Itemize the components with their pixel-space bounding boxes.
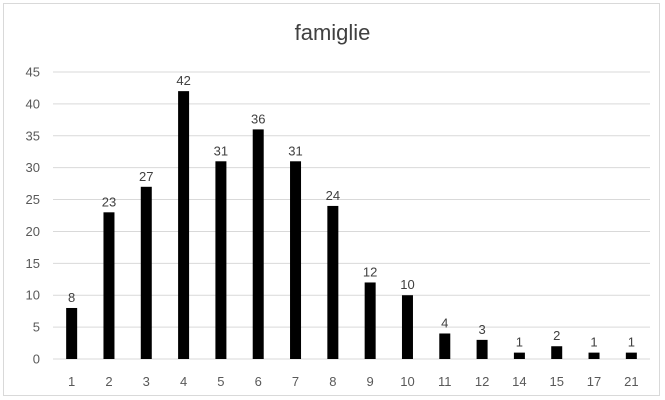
bar (588, 352, 600, 359)
x-tick-label: 2 (105, 374, 112, 389)
x-tick-label: 14 (512, 374, 526, 389)
x-tick-label: 4 (180, 374, 187, 389)
data-label: 1 (516, 335, 523, 350)
y-tick-label: 30 (26, 160, 40, 175)
x-tick-label: 1 (68, 374, 75, 389)
bar (178, 91, 190, 359)
bar (401, 295, 413, 359)
data-label: 10 (400, 277, 414, 292)
bar (66, 307, 78, 359)
data-label: 2 (553, 328, 560, 343)
x-tick-label: 9 (367, 374, 374, 389)
bar (513, 352, 525, 359)
data-label: 31 (288, 143, 302, 158)
bar (252, 129, 264, 359)
data-label: 3 (478, 322, 485, 337)
data-label: 8 (68, 290, 75, 305)
data-label: 24 (326, 188, 340, 203)
x-tick-label: 21 (624, 374, 638, 389)
data-label: 4 (441, 315, 448, 330)
data-label: 12 (363, 264, 377, 279)
x-tick-label: 11 (438, 374, 452, 389)
bar (364, 282, 376, 359)
y-tick-label: 5 (33, 320, 40, 335)
data-label: 23 (102, 194, 116, 209)
gridlines (53, 71, 650, 360)
x-tick-label: 10 (400, 374, 414, 389)
x-axis-tick-labels: 1 2 3 4 5 6 7 8 9 10 11 12 14 15 17 21 (68, 374, 639, 389)
x-tick-label: 17 (587, 374, 601, 389)
bar (625, 352, 637, 359)
y-tick-label: 25 (26, 192, 40, 207)
x-tick-label: 8 (329, 374, 336, 389)
x-tick-label: 3 (143, 374, 150, 389)
bar (327, 205, 339, 359)
x-tick-label: 12 (475, 374, 489, 389)
bar (140, 186, 152, 359)
chart-title: famiglie (294, 20, 371, 45)
y-tick-label: 40 (26, 96, 40, 111)
y-tick-label: 35 (26, 128, 40, 143)
y-tick-label: 0 (33, 352, 40, 367)
bar (439, 333, 451, 359)
y-tick-label: 15 (26, 256, 40, 271)
bar (476, 339, 488, 359)
data-label: 36 (251, 111, 265, 126)
x-tick-label: 5 (217, 374, 224, 389)
data-label: 1 (590, 335, 597, 350)
bar (215, 161, 227, 359)
data-label: 42 (176, 73, 190, 88)
y-tick-label: 10 (26, 288, 40, 303)
bar (290, 161, 302, 359)
bar (103, 212, 115, 359)
bars (66, 91, 637, 359)
x-tick-label: 15 (549, 374, 563, 389)
bar (551, 346, 563, 359)
data-label: 27 (139, 169, 153, 184)
y-tick-label: 20 (26, 224, 40, 239)
y-tick-label: 45 (26, 65, 40, 80)
data-label: 1 (628, 335, 635, 350)
y-axis-tick-labels: 0 5 10 15 20 25 30 35 40 45 (26, 65, 40, 367)
data-label: 31 (214, 143, 228, 158)
x-tick-label: 7 (292, 374, 299, 389)
x-tick-label: 6 (255, 374, 262, 389)
